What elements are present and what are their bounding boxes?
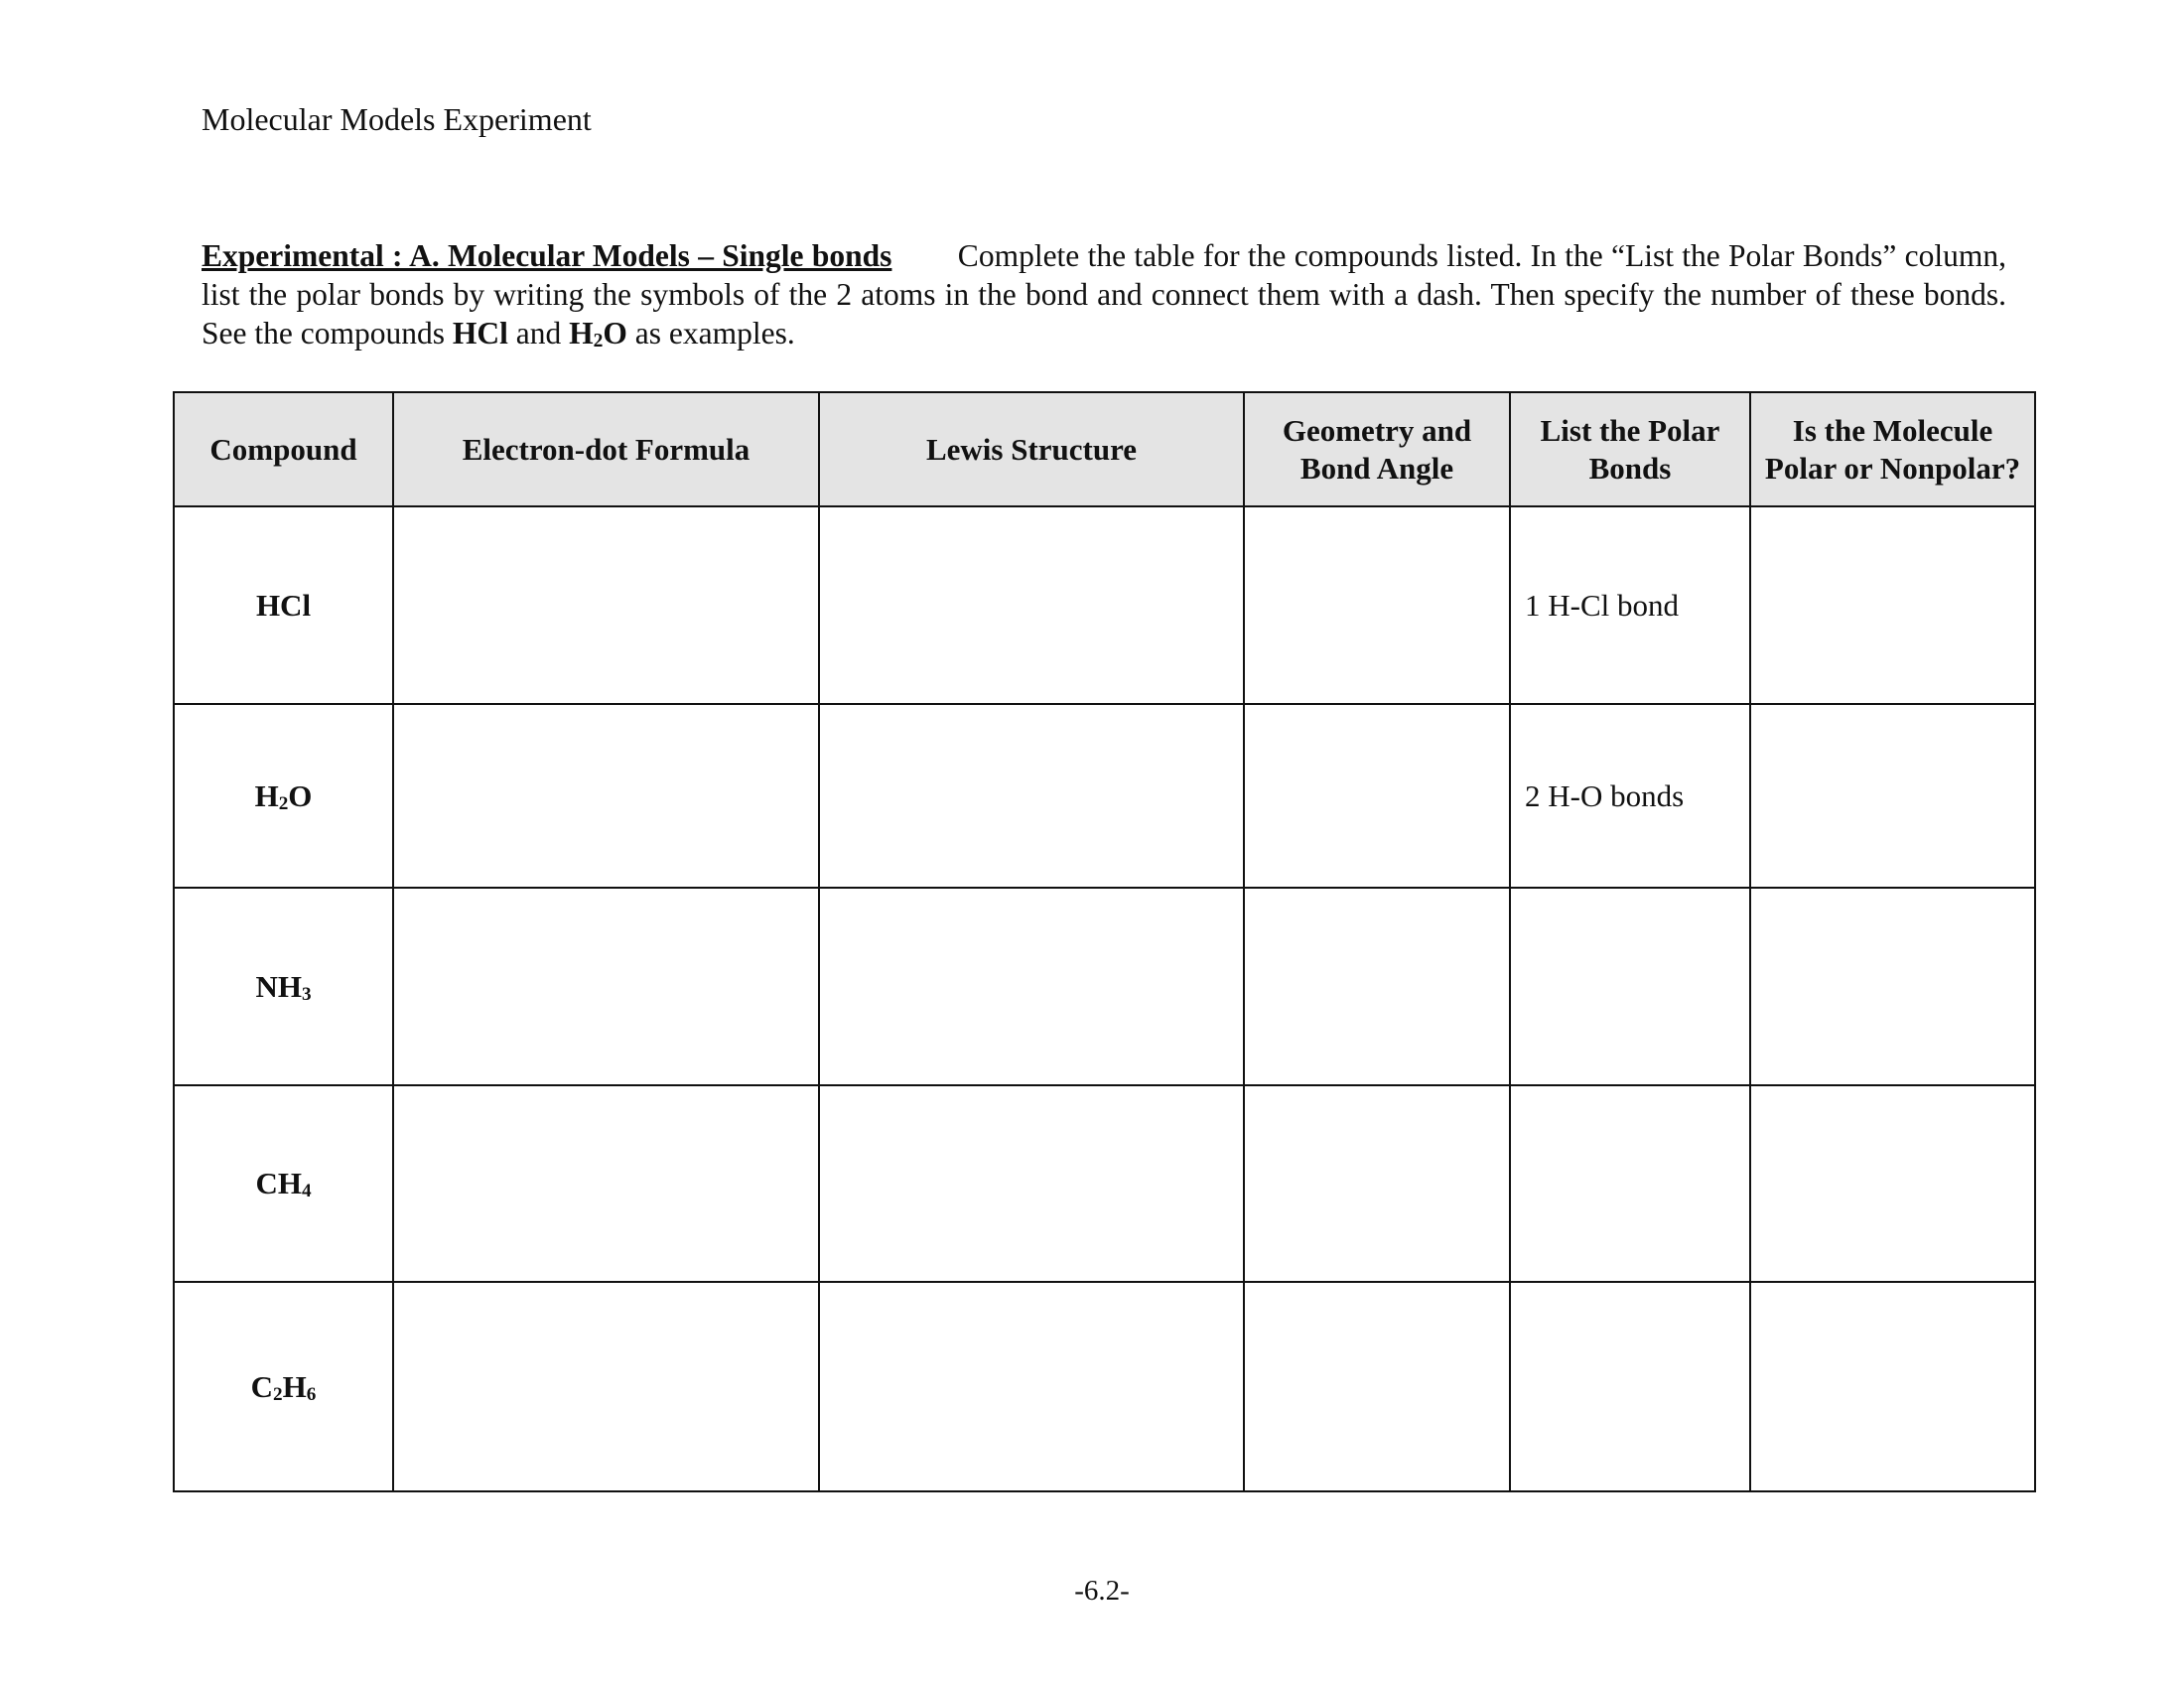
electron-dot-formula-cell[interactable] (392, 703, 820, 889)
polarity-cell[interactable] (1749, 505, 2036, 705)
table-row: H2O 2 H-O bonds (173, 703, 2036, 889)
lewis-structure-cell[interactable] (818, 887, 1245, 1086)
compound-cell: C2H6 (173, 1281, 394, 1492)
geometry-bond-angle-cell[interactable] (1243, 887, 1511, 1086)
instructions-text: Complete the table for the compounds lis… (202, 238, 2014, 351)
lewis-structure-cell[interactable] (818, 1281, 1245, 1492)
polar-bonds-cell[interactable]: 1 H-Cl bond (1509, 505, 1751, 705)
electron-dot-formula-cell[interactable] (392, 887, 820, 1086)
table-row: HCl 1 H-Cl bond (173, 505, 2036, 705)
polar-bonds-cell[interactable] (1509, 1281, 1751, 1492)
geometry-bond-angle-cell[interactable] (1243, 505, 1511, 705)
electron-dot-formula-cell[interactable] (392, 1281, 820, 1492)
compound-cell: CH4 (173, 1084, 394, 1283)
compound-formula-part: 3 (301, 983, 312, 1005)
compound-formula-part: NH (255, 968, 302, 1004)
column-header-polarity: Is the Molecule Polar or Nonpolar? (1749, 391, 2036, 507)
column-header-compound: Compound (173, 391, 394, 507)
molecular-models-table: Compound Electron-dot Formula Lewis Struct… (173, 391, 2036, 1492)
geometry-bond-angle-cell[interactable] (1243, 1084, 1511, 1283)
compound-formula-part: CH (255, 1166, 302, 1200)
polarity-cell[interactable] (1749, 1281, 2036, 1492)
table-row: C2H6 (173, 1281, 2036, 1492)
instructions-text: HCl (452, 316, 508, 351)
page-number: -6.2- (1074, 1575, 1130, 1607)
column-header-polar-bonds: List the Polar Bonds (1509, 391, 1751, 507)
compound-formula-part: 4 (301, 1180, 312, 1201)
compound-formula-part: 6 (306, 1383, 317, 1405)
page-title: Molecular Models Experiment (202, 101, 592, 137)
compound-formula-part: 2 (278, 792, 289, 814)
instructions-text: O (603, 316, 627, 351)
polarity-cell[interactable] (1749, 703, 2036, 889)
compound-cell: H2O (173, 703, 394, 889)
geometry-bond-angle-cell[interactable] (1243, 1281, 1511, 1492)
column-header-lewis-structure: Lewis Structure (818, 391, 1245, 507)
polar-bonds-cell[interactable] (1509, 887, 1751, 1086)
section-heading: Experimental : A. Molecular Models – Sin… (202, 238, 892, 273)
compound-formula-part: HCl (255, 587, 312, 623)
instructions-text: and (507, 316, 570, 351)
instructions-text: H (569, 316, 594, 351)
instructions-text: as examples. (626, 316, 795, 351)
column-header-electron-dot-formula: Electron-dot Formula (392, 391, 820, 507)
table-header-row: Compound Electron-dot Formula Lewis Struct… (173, 391, 2036, 507)
instructions-text: 2 (593, 330, 604, 352)
compound-formula-part: H (254, 777, 279, 813)
compound-formula-part: O (288, 777, 313, 813)
geometry-bond-angle-cell[interactable] (1243, 703, 1511, 889)
polar-bonds-cell[interactable] (1509, 1084, 1751, 1283)
electron-dot-formula-cell[interactable] (392, 1084, 820, 1283)
compound-cell: HCl (173, 505, 394, 705)
polarity-cell[interactable] (1749, 1084, 2036, 1283)
lewis-structure-cell[interactable] (818, 703, 1245, 889)
electron-dot-formula-cell[interactable] (392, 505, 820, 705)
compound-formula-part: H (282, 1368, 307, 1404)
column-header-geometry-bond-angle: Geometry and Bond Angle (1243, 391, 1511, 507)
compound-formula-part: C (250, 1368, 274, 1404)
table-row: NH3 (173, 887, 2036, 1086)
lewis-structure-cell[interactable] (818, 1084, 1245, 1283)
table-row: CH4 (173, 1084, 2036, 1283)
lewis-structure-cell[interactable] (818, 505, 1245, 705)
polar-bonds-cell[interactable]: 2 H-O bonds (1509, 703, 1751, 889)
compound-formula-part: 2 (273, 1383, 283, 1405)
polarity-cell[interactable] (1749, 887, 2036, 1086)
instructions-paragraph: Experimental : A. Molecular Models – Sin… (202, 236, 2006, 352)
compound-cell: NH3 (173, 887, 394, 1086)
